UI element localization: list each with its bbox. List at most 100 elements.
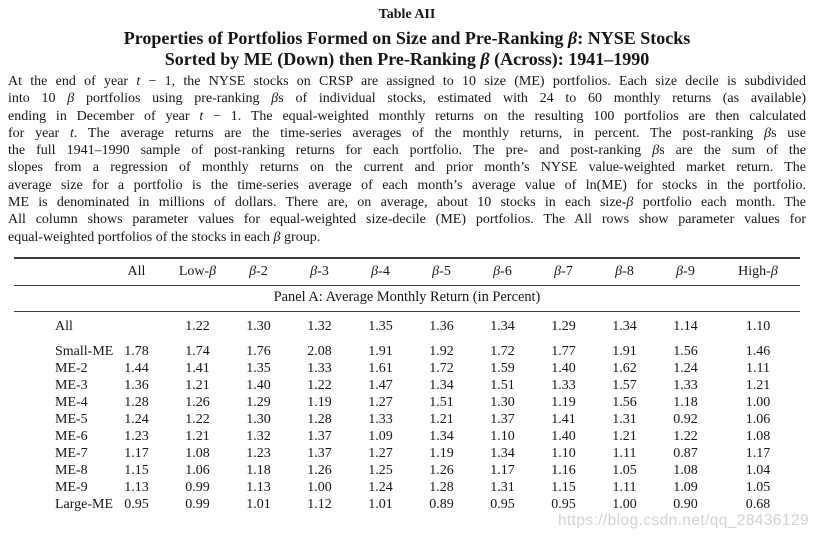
table-cell: 1.08 <box>185 445 210 461</box>
table-cell: 1.00 <box>307 479 332 495</box>
table-cell: 1.00 <box>612 496 637 512</box>
panel-row: Panel A: Average Monthly Return (in Perc… <box>14 285 800 312</box>
table-cell: 1.37 <box>307 428 332 444</box>
table-cell: 1.33 <box>368 411 393 427</box>
table-row: ME-4 1.28 1.26 1.29 1.19 1.27 1.51 1.30 1.19 1.56… <box>14 394 800 411</box>
table-cell: 1.36 <box>429 318 454 334</box>
table-cell: 1.35 <box>246 360 271 376</box>
table-cell: 1.59 <box>490 360 515 376</box>
table-cell: 1.13 <box>124 479 149 495</box>
table-cell: 1.34 <box>429 428 454 444</box>
column-header: β-7 <box>533 256 594 286</box>
table-cell: 1.56 <box>612 394 637 410</box>
caption-line: slopes from a regression of monthly retu… <box>8 160 806 176</box>
row-label: Large-ME <box>55 496 114 512</box>
caption-line: All column shows parameter values for eq… <box>8 212 806 228</box>
caption-line: At the end of year t − 1, the NYSE stock… <box>8 74 806 89</box>
table-cell: 1.10 <box>745 318 771 334</box>
table-cell: 0.90 <box>673 496 698 512</box>
table-cell: 1.09 <box>368 428 393 444</box>
row-label: ME-8 <box>55 462 88 478</box>
table-cell: 1.18 <box>246 462 271 478</box>
table-cell: 1.74 <box>185 343 210 359</box>
table-cell: 1.31 <box>490 479 515 495</box>
table-cell: 0.95 <box>551 496 576 512</box>
table-row: ME-7 1.17 1.08 1.23 1.37 1.27 1.19 1.34 1.10 1.11… <box>14 445 800 462</box>
table-cell: 1.40 <box>551 428 576 444</box>
table-cell: 1.19 <box>429 445 454 461</box>
table-cell: 1.32 <box>307 318 332 334</box>
column-header: β-8 <box>594 256 655 286</box>
table-cell: 1.17 <box>124 445 149 461</box>
table-cell: 1.33 <box>673 377 698 393</box>
table-cell: 1.27 <box>368 445 393 461</box>
table-cell: 1.34 <box>612 318 637 334</box>
table-cell: 1.28 <box>429 479 454 495</box>
table-cell <box>106 311 167 343</box>
table-cell: 1.26 <box>429 462 454 478</box>
table-cell: 1.30 <box>246 318 271 334</box>
table-row: ME-5 1.24 1.22 1.30 1.28 1.33 1.21 1.37 1.41 1.31… <box>14 411 800 428</box>
table-cell: 1.01 <box>368 496 393 512</box>
row-label: ME-6 <box>55 428 88 444</box>
table-cell: 1.11 <box>612 445 637 461</box>
paper-page: Table AII Properties of Portfolios Forme… <box>0 7 814 529</box>
column-header: All <box>106 256 167 286</box>
table-cell: 0.99 <box>185 496 210 512</box>
table-cell: 1.37 <box>490 411 515 427</box>
watermark-text: https://blog.csdn.net/qq_28436129 <box>557 512 809 529</box>
table-row: ME-8 1.15 1.06 1.18 1.26 1.25 1.26 1.17 1.16 1.05… <box>14 462 800 479</box>
table-cell: 1.25 <box>368 462 393 478</box>
table-cell: 1.29 <box>246 394 271 410</box>
table-cell: 0.95 <box>124 496 149 512</box>
table-cell: 1.46 <box>745 343 771 359</box>
table-cell: 1.40 <box>551 360 576 376</box>
table-cell: 1.10 <box>551 445 576 461</box>
title-line-1: Properties of Portfolios Formed on Size … <box>123 28 691 48</box>
table-cell: 1.06 <box>185 462 210 478</box>
table-cell: 1.22 <box>673 428 698 444</box>
table-cell: 1.12 <box>307 496 332 512</box>
table-cell: 1.21 <box>185 377 210 393</box>
row-label: ME-2 <box>55 360 88 376</box>
table-cell: 1.61 <box>368 360 393 376</box>
table-cell: 1.23 <box>246 445 271 461</box>
table-cell: 1.72 <box>490 343 515 359</box>
table-cell: 1.05 <box>745 479 771 495</box>
table-cell: 1.34 <box>490 318 515 334</box>
column-header: β-6 <box>472 256 533 286</box>
table-cell: 0.99 <box>185 479 210 495</box>
table-cell: 0.89 <box>429 496 454 512</box>
table-cell: 1.28 <box>307 411 332 427</box>
table-cell: 1.47 <box>368 377 393 393</box>
table-cell: 1.76 <box>246 343 271 359</box>
column-header: β-4 <box>350 256 411 286</box>
table-cell: 1.19 <box>307 394 332 410</box>
table-cell: 1.78 <box>124 343 149 359</box>
table-cell: 1.26 <box>307 462 332 478</box>
table-cell: 1.26 <box>185 394 210 410</box>
table-cell: 1.16 <box>551 462 576 478</box>
row-label: All <box>55 318 73 334</box>
table-cell: 2.08 <box>307 343 332 359</box>
caption-line: average size for a portfolio is the time… <box>8 177 806 193</box>
table-cell: 1.41 <box>551 411 576 427</box>
table-cell: 1.57 <box>612 377 637 393</box>
table-cell: 1.51 <box>490 377 515 393</box>
table-cell: 1.23 <box>124 428 149 444</box>
table-cell: 1.32 <box>246 428 271 444</box>
table-cell: 1.31 <box>612 411 637 427</box>
table-cell: 1.21 <box>185 428 210 444</box>
table-cell: 1.06 <box>745 411 771 427</box>
table-cell: 1.21 <box>429 411 454 427</box>
table-row: ME-2 1.44 1.41 1.35 1.33 1.61 1.72 1.59 1.40 1.62… <box>14 360 800 377</box>
header-cell-empty <box>14 256 106 286</box>
title-line-2: Sorted by ME (Down) then Pre-Ranking β (… <box>164 49 650 69</box>
table-cell: 1.41 <box>185 360 210 376</box>
table-cell: 1.77 <box>551 343 576 359</box>
table-row: ME-9 1.13 0.99 1.13 1.00 1.24 1.28 1.31 1.15 1.11… <box>14 479 800 496</box>
table-row: All 1.22 1.30 1.32 1.35 1.36 1.34 1.29 1.34 1.14 1… <box>14 311 800 343</box>
column-header: β-2 <box>228 256 289 286</box>
table-cell: 1.33 <box>307 360 332 376</box>
table-cell: 1.36 <box>124 377 149 393</box>
